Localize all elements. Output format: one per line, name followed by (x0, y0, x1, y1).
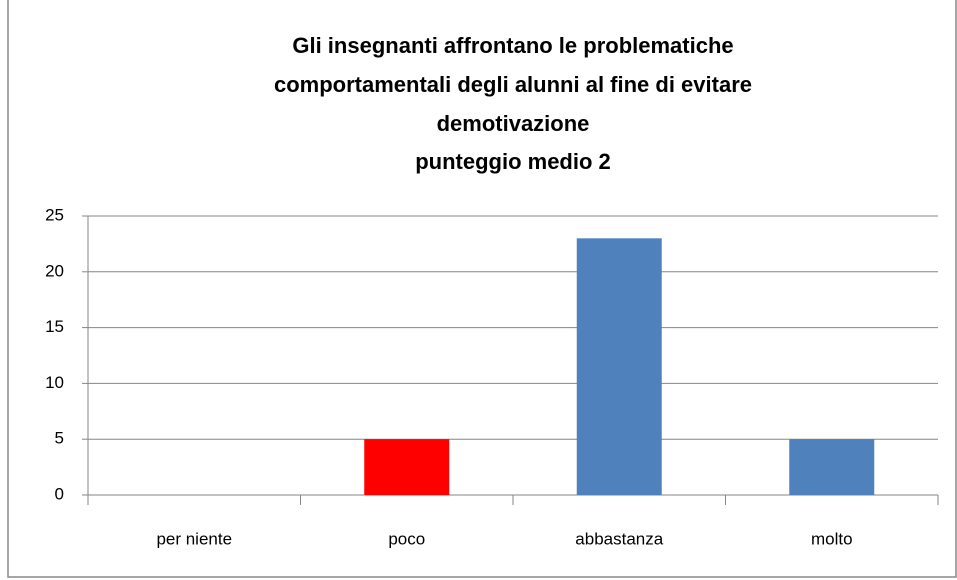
bar (364, 439, 450, 495)
x-tick-label: abbastanza (575, 529, 663, 548)
chart-title: punteggio medio 2 (415, 149, 611, 174)
bar (576, 238, 662, 495)
y-tick-label: 15 (45, 317, 64, 336)
chart-title: demotivazione (437, 111, 590, 136)
y-tick-label: 10 (45, 373, 64, 392)
chart-title: comportamentali degli alunni al fine di … (274, 72, 752, 97)
x-tick-label: per niente (156, 529, 232, 548)
y-tick-label: 5 (55, 429, 64, 448)
y-tick-label: 20 (45, 261, 64, 280)
x-tick-label: poco (388, 529, 425, 548)
x-tick-label: molto (811, 529, 853, 548)
y-tick-label: 25 (45, 205, 64, 224)
bar (789, 439, 875, 495)
chart-title: Gli insegnanti affrontano le problematic… (292, 33, 733, 58)
y-tick-label: 0 (55, 484, 64, 503)
